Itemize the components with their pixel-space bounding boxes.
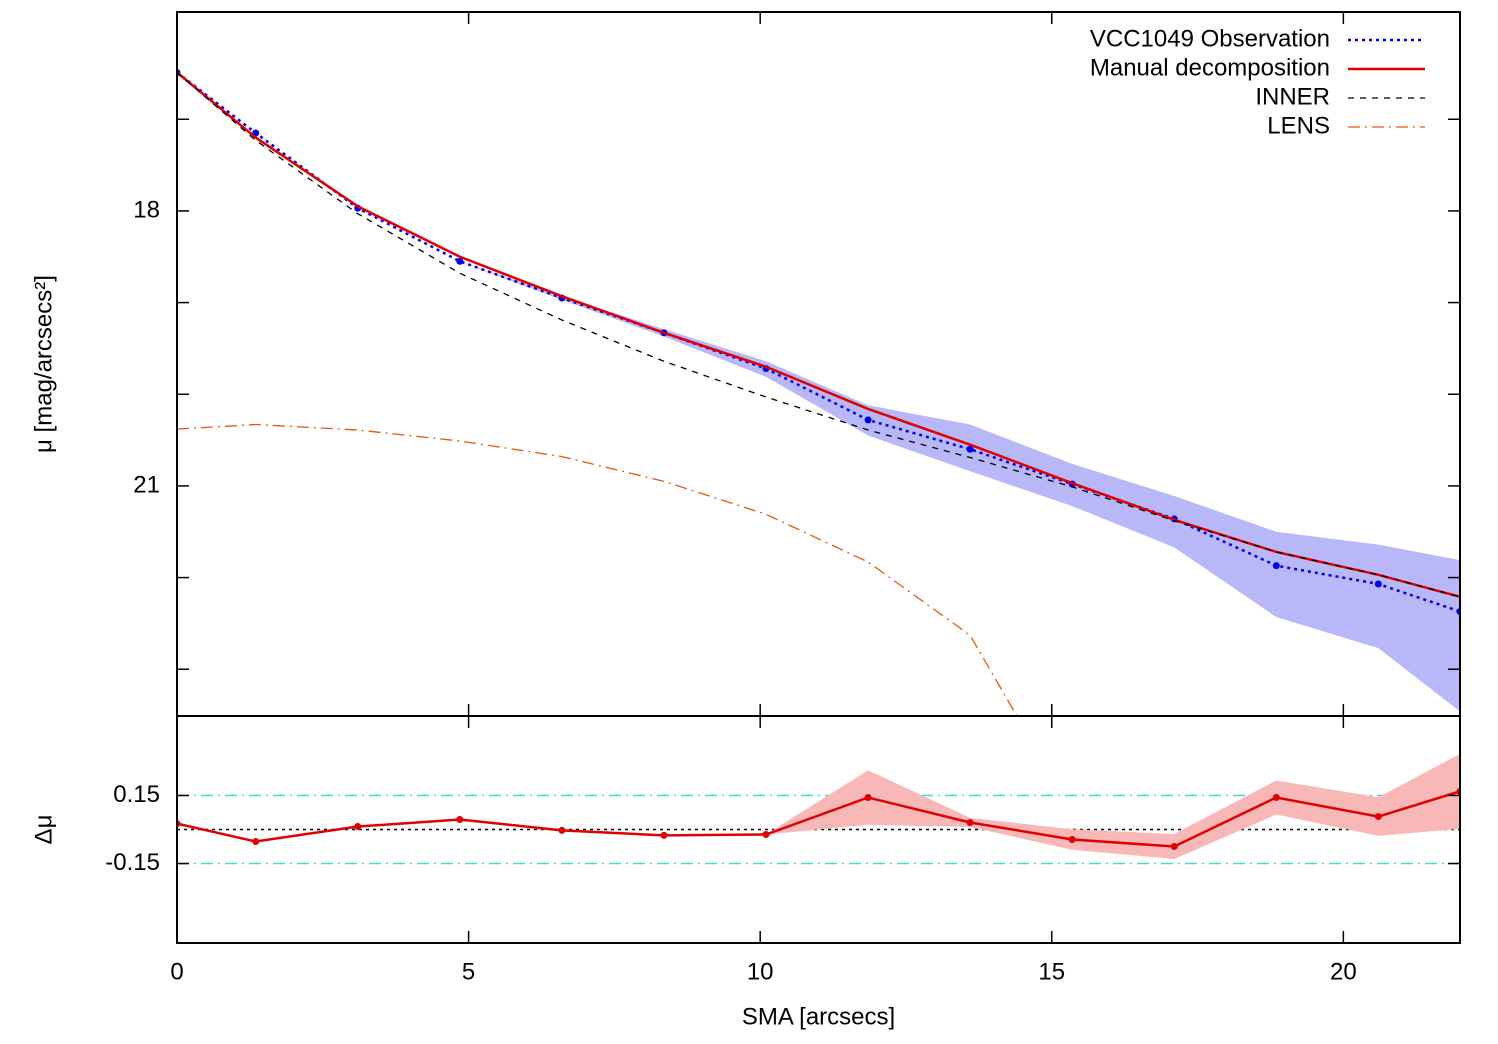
x-tick-label: 20 xyxy=(1330,958,1357,985)
data-point xyxy=(1272,562,1280,570)
data-point xyxy=(966,818,974,826)
plot-area xyxy=(177,69,1460,716)
data-point xyxy=(660,831,668,839)
legend-label: INNER xyxy=(1255,83,1330,110)
legend-label: Manual decomposition xyxy=(1090,54,1330,81)
plot-frame xyxy=(176,715,1461,944)
data-point xyxy=(1374,813,1382,821)
series-line xyxy=(177,790,1460,848)
x-tick-label: 10 xyxy=(747,958,774,985)
series-line xyxy=(177,71,1460,613)
data-point xyxy=(558,826,566,834)
error-band xyxy=(177,72,1460,712)
series-line xyxy=(177,423,1018,716)
y-tick-label: 18 xyxy=(133,196,160,223)
data-point xyxy=(864,793,872,801)
series-line xyxy=(177,72,1460,598)
x-tick-label: 15 xyxy=(1038,958,1065,985)
legend-label: VCC1049 Observation xyxy=(1090,25,1330,52)
plot-area xyxy=(177,753,1460,865)
y-axis-label: Δμ xyxy=(30,815,57,845)
data-point xyxy=(864,416,872,424)
x-tick-label: 5 xyxy=(462,958,475,985)
y-tick-label: 21 xyxy=(133,471,160,498)
data-point xyxy=(456,257,464,265)
y-tick-label: 0.15 xyxy=(113,781,160,808)
data-point xyxy=(762,830,770,838)
y-tick-label: -0.15 xyxy=(105,849,160,876)
data-point xyxy=(456,816,464,824)
data-point xyxy=(1068,835,1076,843)
x-axis-label: SMA [arcsecs] xyxy=(742,1003,895,1030)
error-band xyxy=(177,753,1460,860)
data-point xyxy=(1272,793,1280,801)
x-tick-label: 0 xyxy=(170,958,183,985)
data-point xyxy=(252,838,260,846)
data-point xyxy=(1170,843,1178,851)
y-axis-label: μ [mag/arcsecs²] xyxy=(30,275,57,453)
data-point xyxy=(1374,580,1382,588)
data-point xyxy=(966,445,974,453)
data-point xyxy=(354,823,362,831)
series-line xyxy=(177,71,1460,599)
legend-label: LENS xyxy=(1267,112,1330,139)
